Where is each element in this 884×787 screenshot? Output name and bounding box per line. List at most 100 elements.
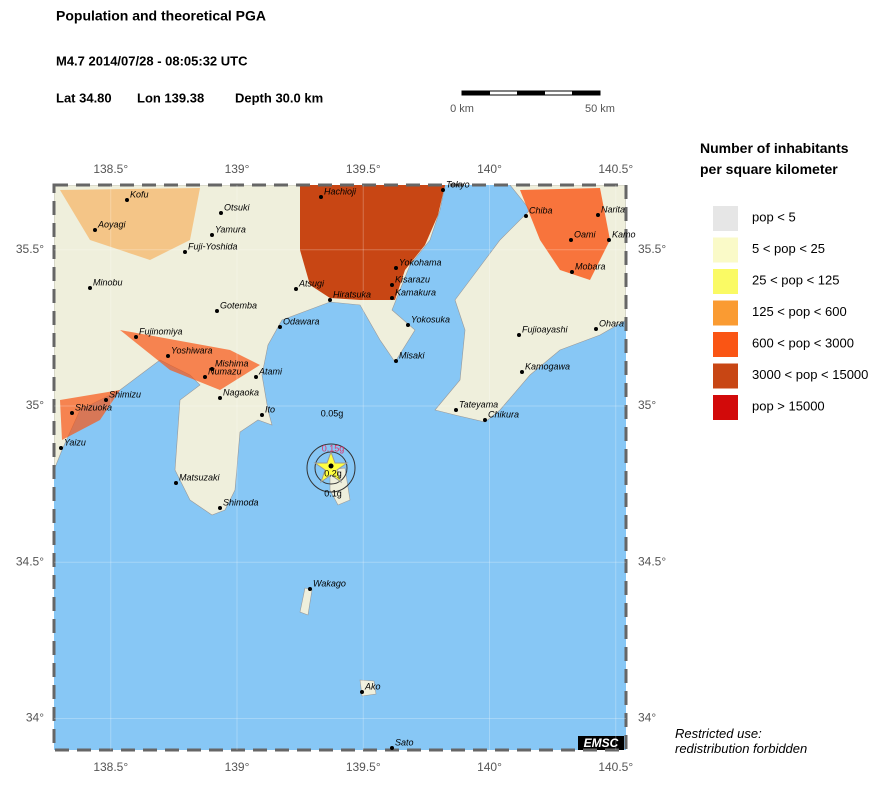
city-dot	[215, 309, 219, 313]
city-dot	[210, 233, 214, 237]
city-label: Minobu	[93, 277, 123, 287]
pga-label: 0.15g	[322, 443, 345, 453]
x-tick-label: 140°	[477, 162, 502, 176]
y-tick-label: 35°	[638, 398, 656, 412]
pga-label: 0.05g	[321, 408, 344, 418]
city-label: Kamo	[612, 229, 636, 239]
city-dot	[254, 375, 258, 379]
city-dot	[454, 408, 458, 412]
x-tick-label: 139.5°	[346, 162, 381, 176]
legend-label: pop > 15000	[752, 398, 825, 413]
city-label: Yamura	[215, 224, 246, 234]
city-label: Kofu	[130, 189, 149, 199]
city-label: Aoyagi	[97, 219, 127, 229]
city-dot	[390, 296, 394, 300]
legend-label: 25 < pop < 125	[752, 272, 839, 287]
city-label: Sato	[395, 737, 414, 747]
legend-label: 3000 < pop < 15000	[752, 367, 868, 382]
city-dot	[390, 746, 394, 750]
y-tick-label: 34°	[26, 711, 44, 725]
x-tick-label: 139°	[225, 760, 250, 774]
x-tick-label: 139°	[225, 162, 250, 176]
x-tick-label: 139.5°	[346, 760, 381, 774]
pga-label: 0.2g	[324, 468, 342, 478]
lon: Lon 139.38	[137, 90, 204, 105]
y-tick-label: 34°	[638, 711, 656, 725]
city-label: Chikura	[488, 409, 519, 419]
city-label: Fujinomiya	[139, 326, 183, 336]
legend-swatch	[713, 395, 738, 420]
x-tick-label: 138.5°	[93, 760, 128, 774]
city-label: Shimizu	[109, 389, 141, 399]
city-label: Narita	[601, 204, 625, 214]
city-dot	[524, 214, 528, 218]
city-dot	[219, 211, 223, 215]
legend-swatch	[713, 269, 738, 294]
city-dot	[93, 228, 97, 232]
city-label: Shimoda	[223, 497, 259, 507]
city-dot	[569, 238, 573, 242]
city-dot	[174, 481, 178, 485]
city-dot	[441, 188, 445, 192]
title: Population and theoretical PGA	[56, 8, 266, 24]
legend-label: 125 < pop < 600	[752, 304, 847, 319]
legend-title: Number of inhabitants per square kilomet…	[700, 140, 852, 177]
city-label: Ito	[265, 404, 275, 414]
legend-label: 5 < pop < 25	[752, 241, 825, 256]
x-tick-label: 138.5°	[93, 162, 128, 176]
event: M4.7 2014/07/28 - 08:05:32 UTC	[56, 53, 248, 68]
city-label: Mobara	[575, 261, 606, 271]
city-label: Numazu	[208, 366, 242, 376]
city-dot	[218, 506, 222, 510]
y-tick-label: 35.5°	[638, 242, 666, 256]
city-dot	[390, 283, 394, 287]
legend-swatch	[713, 237, 738, 263]
legend-label: 600 < pop < 3000	[752, 335, 854, 350]
scale-end: 50 km	[585, 103, 615, 115]
city-label: Oami	[574, 229, 597, 239]
map-frame	[52, 183, 628, 752]
epicenter	[306, 443, 356, 493]
y-tick-label: 35°	[26, 398, 44, 412]
city-dot	[570, 270, 574, 274]
city-dot	[218, 396, 222, 400]
city-label: Atsugi	[298, 278, 325, 288]
city-dot	[166, 354, 170, 358]
city-label: Kisarazu	[395, 274, 430, 284]
city-label: Kamakura	[395, 287, 436, 297]
city-dot	[294, 287, 298, 291]
city-label: Matsuzaki	[179, 472, 221, 482]
city-dot	[483, 418, 487, 422]
city-label: Atami	[258, 366, 283, 376]
x-tick-label: 140.5°	[598, 162, 633, 176]
city-label: Tokyo	[446, 179, 470, 189]
depth: Depth 30.0 km	[235, 90, 323, 105]
lat: Lat 34.80	[56, 90, 112, 105]
city-dot	[70, 411, 74, 415]
scale-start: 0 km	[450, 103, 474, 115]
city-dot	[406, 323, 410, 327]
city-label: Gotemba	[220, 300, 257, 310]
city-label: Fujioayashi	[522, 324, 569, 334]
city-dot	[134, 335, 138, 339]
city-label: Otsuki	[224, 202, 251, 212]
city-dot	[319, 195, 323, 199]
city-dot	[360, 690, 364, 694]
city-dot	[517, 333, 521, 337]
city-label: Hachioji	[324, 186, 357, 196]
city-label: Yoshiwara	[171, 345, 213, 355]
city-label: Misaki	[399, 350, 426, 360]
legend-swatch	[713, 332, 738, 357]
city-label: Fuji-Yoshida	[188, 241, 238, 251]
city-dot	[607, 238, 611, 242]
city-dot	[88, 286, 92, 290]
city-dot	[394, 359, 398, 363]
legend-swatch	[713, 363, 738, 389]
city-label: Hiratsuka	[333, 289, 371, 299]
notice: Restricted use: redistribution forbidden	[675, 726, 807, 756]
city-dot	[203, 375, 207, 379]
pga-label: 0.1g	[324, 488, 342, 498]
city-label: Yokosuka	[411, 314, 450, 324]
legend-swatch	[713, 300, 738, 326]
